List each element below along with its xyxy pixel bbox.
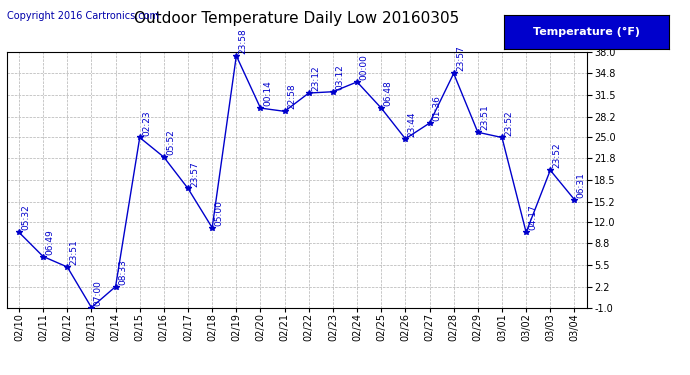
Text: 23:58: 23:58 xyxy=(239,28,248,54)
Text: 23:12: 23:12 xyxy=(311,66,320,91)
Text: 06:31: 06:31 xyxy=(577,172,586,198)
Text: 06:48: 06:48 xyxy=(384,80,393,106)
Text: 23:44: 23:44 xyxy=(408,111,417,137)
Text: 02:23: 02:23 xyxy=(142,110,151,135)
Text: 22:58: 22:58 xyxy=(287,84,296,110)
Text: 23:57: 23:57 xyxy=(456,46,465,72)
Text: 23:57: 23:57 xyxy=(190,161,199,186)
Text: Temperature (°F): Temperature (°F) xyxy=(533,27,640,37)
Text: 00:14: 00:14 xyxy=(263,80,272,106)
Text: 01:36: 01:36 xyxy=(432,95,441,121)
Text: 03:12: 03:12 xyxy=(335,64,344,90)
Text: 05:52: 05:52 xyxy=(166,129,175,155)
Text: 00:00: 00:00 xyxy=(359,54,368,80)
Text: 08:33: 08:33 xyxy=(118,259,127,285)
Text: Outdoor Temperature Daily Low 20160305: Outdoor Temperature Daily Low 20160305 xyxy=(134,11,460,26)
Text: 23:52: 23:52 xyxy=(553,142,562,168)
Text: Copyright 2016 Cartronics.com: Copyright 2016 Cartronics.com xyxy=(7,11,159,21)
Text: 05:00: 05:00 xyxy=(215,200,224,226)
Text: 05:32: 05:32 xyxy=(21,205,30,230)
Text: 04:17: 04:17 xyxy=(529,205,538,230)
Text: 23:51: 23:51 xyxy=(480,105,489,130)
Text: 23:52: 23:52 xyxy=(504,110,513,135)
Text: 23:51: 23:51 xyxy=(70,239,79,265)
Text: 06:49: 06:49 xyxy=(46,229,55,255)
Text: 07:00: 07:00 xyxy=(94,280,103,306)
